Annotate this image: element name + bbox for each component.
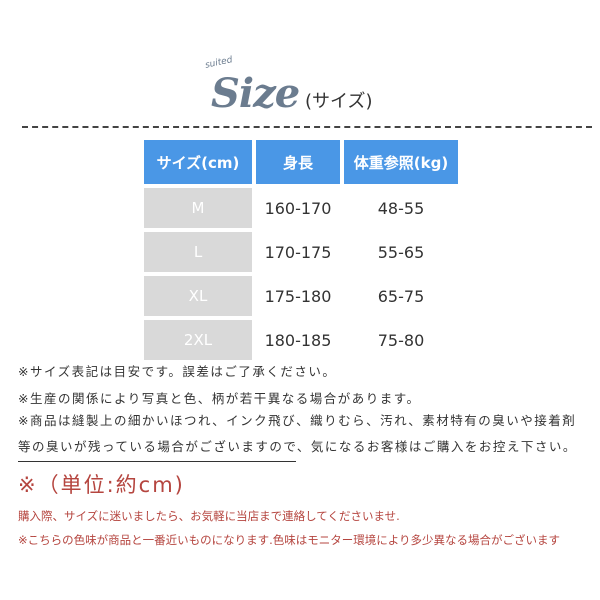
- table-row: 2XL 180-185 75-80: [144, 320, 458, 360]
- table-row: M 160-170 48-55: [144, 188, 458, 228]
- cell-size: L: [144, 232, 252, 272]
- cell-weight: 65-75: [377, 286, 425, 306]
- note-line: ※商品は縫製上の細かいほつれ、インク飛び、織りむら、汚れ、素材特有の臭いや接着剤: [18, 413, 577, 428]
- logo-small-text: suited: [204, 55, 234, 71]
- cell-size: M: [144, 188, 252, 228]
- cell-size: XL: [144, 276, 252, 316]
- table-row: XL 175-180 65-75: [144, 276, 458, 316]
- note-line: ※サイズ表記は目安です。誤差はご了承ください。: [18, 364, 337, 379]
- header-size: サイズ(cm): [144, 140, 252, 184]
- size-logo: suited Size: [204, 55, 305, 120]
- table-header-row: サイズ(cm) 身長 体重参照(kg): [144, 140, 458, 184]
- header-weight: 体重参照(kg): [344, 140, 458, 184]
- note-line: 等の臭いが残っている場合がございますので、気になるお客様はご購入をお控え下さい。: [18, 439, 577, 454]
- note-line: ※生産の関係により写真と色、柄が若干異なる場合があります。: [18, 391, 421, 406]
- unit-label: ※（単位:約cm): [18, 473, 185, 497]
- page-subtitle: (サイズ): [305, 91, 373, 112]
- cell-height: 170-175: [264, 242, 332, 262]
- cell-weight: 55-65: [377, 242, 425, 262]
- table-row: L 170-175 55-65: [144, 232, 458, 272]
- cell-height: 160-170: [264, 198, 332, 218]
- cell-weight: 48-55: [377, 198, 425, 218]
- dashed-divider: [22, 126, 592, 128]
- footer-line: ※こちらの色味が商品と一番近いものになります.色味はモニター環境により多少異なる…: [18, 533, 561, 547]
- divider: [18, 461, 296, 462]
- cell-height: 180-185: [264, 330, 332, 350]
- logo-word: Size: [211, 70, 300, 117]
- cell-weight: 75-80: [377, 330, 425, 350]
- cell-height: 175-180: [264, 286, 332, 306]
- footer-line: 購入際、サイズに迷いましたら、お気軽に当店まで連絡してくださいませ.: [18, 509, 400, 523]
- header-height: 身長: [256, 140, 340, 184]
- cell-size: 2XL: [144, 320, 252, 360]
- size-table: サイズ(cm) 身長 体重参照(kg) M 160-170 48-55 L 17…: [140, 136, 462, 364]
